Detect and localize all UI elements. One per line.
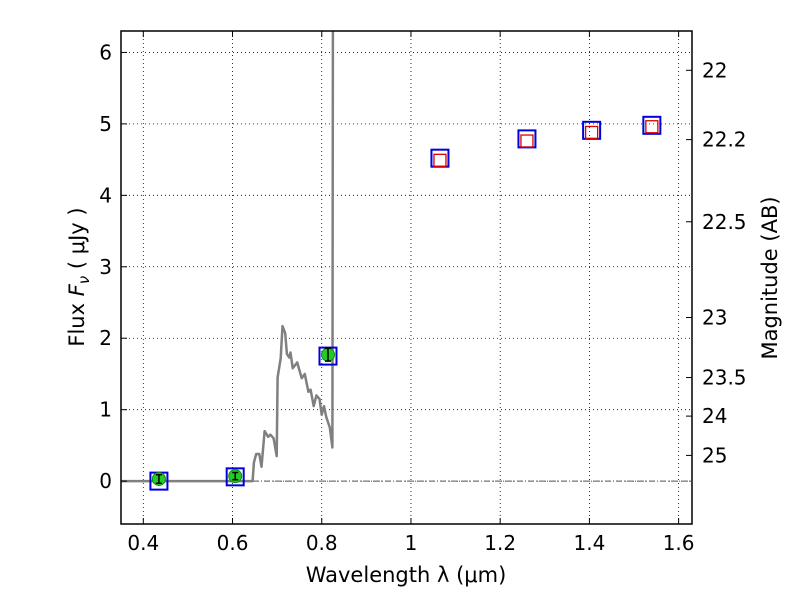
y2-axis-label: Magnitude (AB) — [758, 196, 782, 359]
y-label-prefix: Flux — [65, 296, 89, 346]
upper-limit-point — [645, 120, 659, 134]
x-tick-label: 1.6 — [663, 531, 695, 555]
y-tick-label: 5 — [99, 112, 112, 136]
plot-area — [121, 30, 662, 491]
spectrum-line — [121, 30, 335, 483]
grid — [121, 31, 692, 524]
y2-tick-label: 25 — [702, 443, 727, 467]
y-tick-label: 1 — [99, 398, 112, 422]
x-tick-label: 0.8 — [306, 531, 338, 555]
x-tick-label: 1 — [405, 531, 418, 555]
model-square-point — [642, 115, 662, 135]
x-tick-label: 1.4 — [573, 531, 605, 555]
axes-frame — [120, 30, 693, 525]
y-axis-label: Flux Fν ( μJy ) — [65, 207, 93, 346]
y-label-subscript: ν — [75, 276, 93, 284]
upper-limit-point — [433, 153, 447, 167]
y-tick-label: 2 — [99, 326, 112, 350]
y2-tick-label: 22.2 — [702, 128, 747, 152]
model-square-point — [225, 467, 245, 487]
y2-tick-label: 24 — [702, 404, 727, 428]
y-label-unit: ( μJy ) — [65, 207, 89, 275]
y-tick-label: 4 — [99, 183, 112, 207]
y2-tick-label: 23 — [702, 306, 727, 330]
upper-limit-point — [584, 125, 599, 140]
ticks: 0.4 0.6 0.8 1 1.2 1.4 1.601234562222.222.52323… — [99, 31, 747, 555]
y2-tick-label: 23.5 — [702, 366, 747, 390]
x-axis-label: Wavelength λ (μm) — [306, 563, 507, 587]
y-tick-label: 3 — [99, 255, 112, 279]
x-tick-label: 0.4 — [127, 531, 159, 555]
y-label-symbol: F — [65, 283, 89, 296]
y2-tick-label: 22 — [702, 58, 727, 82]
y2-tick-label: 22.5 — [702, 210, 747, 234]
x-tick-label: 0.6 — [217, 531, 249, 555]
y-tick-label: 6 — [99, 40, 112, 64]
y-tick-label: 0 — [99, 469, 112, 493]
upper-limit-point — [520, 134, 534, 148]
x-tick-label: 1.2 — [484, 531, 516, 555]
